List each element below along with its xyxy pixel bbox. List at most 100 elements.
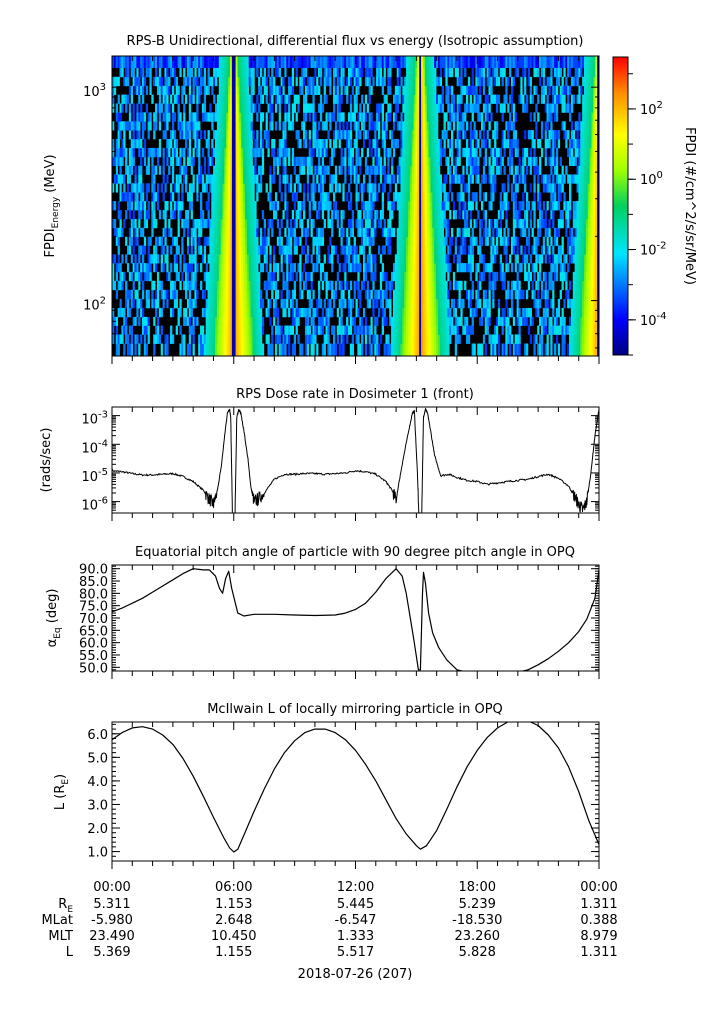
spectrogram-cell [361,343,364,356]
spectrogram-cell [359,183,362,193]
spectrogram-cell [155,325,158,335]
spectrogram-cell [243,165,246,175]
spectrogram-cell [495,334,499,344]
spectrogram-cell [155,112,158,122]
spectrogram-cell [361,245,364,255]
spectrogram-cell [481,307,484,318]
spectrogram-cell [426,334,429,344]
spectrogram-cell [537,298,540,309]
spectrogram-cell [123,174,126,184]
spectrogram-cell [200,245,203,255]
spectrogram-cell [194,56,197,68]
spectrogram-cell [449,183,452,193]
spectrogram-cell [404,121,407,131]
spectrogram-cell [308,76,311,87]
spectrogram-cell [259,130,263,140]
spectrogram-cell [377,343,381,356]
spectrogram-cell [505,94,508,104]
spectrogram-cell [203,218,207,229]
spectrogram-cell [222,156,225,167]
spectrogram-cell [533,245,536,255]
spectrogram-cell [170,334,173,344]
spectrogram-cell [494,156,497,167]
spectrogram-cell [421,76,424,87]
spectrogram-cell [291,156,295,167]
spectrogram-cell [248,210,251,220]
spectrogram-cell [185,130,188,140]
spectrogram-cell [286,174,289,184]
spectrogram-cell [273,85,276,96]
spectrogram-cell [228,263,231,273]
spectrogram-cell [141,94,145,104]
spectrogram-cell [492,236,495,246]
spectrogram-cell [231,192,235,202]
spectrogram-cell [192,227,195,238]
spectrogram-cell [250,236,253,246]
spectrogram-cell [499,263,502,273]
spectrogram-cell [224,94,227,104]
spectrogram-cell [334,289,338,300]
spectrogram-cell [406,254,409,264]
spectrogram-cell [299,138,302,149]
spectrogram-cell [495,245,499,255]
spectrogram-cell [211,280,214,291]
spectrogram-cell [188,56,192,68]
spectrogram-cell [385,316,388,326]
spectrogram-cell [117,56,120,68]
spectrogram-cell [308,56,311,68]
spectrogram-cell [183,254,186,264]
spectrogram-cell [237,67,240,78]
spectrogram-cell [209,218,212,229]
spectrogram-cell [503,227,506,238]
spectrogram-cell [456,94,459,104]
spectrogram-cell [361,218,364,229]
spectrogram-cell [366,67,370,78]
spectrogram-cell [246,112,250,122]
spectrogram-cell [430,103,433,113]
spectrogram-cell [147,147,150,158]
spectrogram-cell [366,201,370,211]
spectrogram-cell [213,174,216,184]
spectrogram-cell [473,343,476,356]
spectrogram-cell [428,334,431,344]
spectrogram-cell [200,334,203,344]
spectrogram-cell [303,192,306,202]
spectrogram-cell [357,218,360,229]
spectrogram-cell [222,343,225,356]
spectrogram-cell [338,76,341,87]
spectrogram-cell [203,56,207,68]
spectrogram-cell [529,271,532,282]
spectrogram-cell [115,103,119,113]
spectrogram-cell [529,165,532,175]
spectrogram-cell [404,245,407,255]
spectrogram-cell [316,130,319,140]
spectrogram-cell [140,138,143,149]
spectrogram-cell [436,289,439,300]
spectrogram-cell [443,263,446,273]
spectrogram-cell [383,245,386,255]
spectrogram-cell [207,236,210,246]
spectrogram-cell [233,94,237,104]
spectrogram-cell [166,298,169,309]
spectrogram-cell [190,263,193,273]
spectrogram-cell [514,192,517,202]
spectrogram-cell [437,343,441,356]
spectrogram-cell [160,103,163,113]
spectrogram-cell [141,289,145,300]
spectrogram-cell [383,174,386,184]
spectrogram-cell [398,280,401,291]
spectrogram-cell [271,271,274,282]
spectrogram-cell [293,289,296,300]
spectrogram-cell [406,263,409,273]
spectrogram-cell [441,280,444,291]
spectrogram-cell [156,325,160,335]
spectrogram-cell [128,147,132,158]
spectrogram-cell [291,307,295,318]
spectrogram-cell [486,76,489,87]
spectrogram-cell [548,56,551,68]
spectrogram-cell [183,130,186,140]
spectrogram-cell [546,103,549,113]
spectrogram-cell [213,227,216,238]
spectrogram-cell [439,325,443,335]
spectrogram-cell [509,343,512,356]
